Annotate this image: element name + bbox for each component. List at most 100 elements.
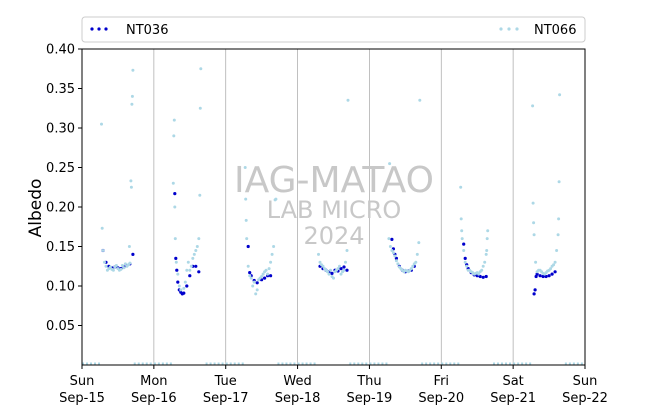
y-tick-label: 0.05 (46, 319, 75, 334)
data-point (391, 251, 395, 255)
x-tick-label-date: Sep-15 (59, 391, 105, 406)
data-point (553, 270, 557, 274)
data-point (129, 179, 133, 183)
data-point (339, 267, 343, 271)
legend-dot (104, 27, 108, 31)
data-point (553, 260, 557, 264)
data-point (480, 268, 484, 272)
data-point (330, 271, 334, 275)
data-point (396, 262, 400, 266)
data-point (481, 275, 485, 279)
data-point (338, 264, 341, 268)
data-point (484, 252, 488, 256)
data-point (332, 276, 335, 280)
data-point (185, 284, 189, 288)
data-point (176, 280, 180, 284)
data-point (533, 288, 537, 292)
data-point (244, 197, 248, 201)
data-point (532, 233, 536, 237)
data-point (558, 93, 562, 97)
x-tick-label-day: Tue (214, 374, 237, 389)
data-point (249, 276, 253, 280)
data-point (108, 265, 112, 269)
data-point (130, 94, 134, 98)
data-point (388, 162, 392, 166)
data-point (411, 264, 415, 268)
data-point (175, 268, 179, 272)
data-point (270, 252, 274, 256)
data-point (274, 197, 278, 201)
data-point (191, 256, 195, 260)
data-point (329, 268, 332, 272)
data-point (544, 274, 548, 279)
x-tick-label-day: Mon (140, 374, 167, 389)
data-point (321, 264, 325, 268)
data-point (248, 274, 252, 278)
data-point (173, 237, 177, 241)
data-point (255, 281, 259, 285)
data-point (174, 260, 178, 264)
data-point (244, 218, 248, 222)
data-point (460, 237, 464, 241)
data-point (182, 286, 186, 290)
data-point (261, 272, 265, 276)
data-point (123, 262, 127, 266)
x-tick-label-date: Sep-17 (203, 391, 249, 406)
data-point (198, 106, 202, 110)
data-point (243, 166, 247, 169)
data-point (100, 122, 103, 126)
legend-dot (90, 27, 94, 31)
data-point (119, 267, 123, 271)
legend-label-nt066: NT066 (534, 23, 576, 38)
data-point (549, 267, 553, 271)
data-point (199, 67, 203, 71)
y-axis-label: Albedo (26, 179, 46, 238)
data-point (188, 274, 192, 278)
data-point (339, 272, 343, 276)
data-point (541, 274, 545, 279)
y-tick-label: 0.40 (46, 43, 75, 58)
data-point (409, 267, 413, 271)
data-point (463, 260, 467, 264)
legend-label-nt036: NT036 (126, 23, 168, 38)
y-tick-label: 0.20 (46, 201, 75, 216)
legend-box (81, 16, 586, 43)
data-point (245, 237, 249, 241)
data-point (481, 264, 485, 268)
data-point (246, 244, 250, 249)
data-point (390, 237, 394, 241)
legend-marker-nt036 (90, 27, 108, 31)
y-tick-label: 0.35 (46, 82, 75, 97)
data-point (346, 98, 350, 102)
watermark-line-2: LAB MICRO (267, 196, 402, 224)
axes: 0.05 0.10 0.15 0.20 0.25 0.30 0.35 0.40 Sun Sep-1… (46, 43, 608, 407)
data-point (269, 274, 273, 278)
data-point (246, 264, 250, 268)
data-point (100, 226, 104, 230)
data-point (342, 265, 346, 269)
data-point (414, 260, 418, 264)
data-point (251, 284, 255, 288)
data-point (173, 205, 177, 209)
data-point (260, 275, 264, 278)
x-tick-label-day: Thu (356, 374, 381, 389)
x-tick-label-date: Sep-21 (490, 391, 536, 406)
data-point (327, 272, 331, 276)
data-point (557, 217, 561, 221)
data-point (255, 288, 259, 292)
watermark: IAG-MATAO LAB MICRO 2024 (234, 160, 434, 250)
data-point (269, 260, 273, 264)
y-tick-label: 0.25 (46, 161, 75, 176)
data-point (547, 274, 551, 278)
data-point (264, 268, 268, 272)
data-point (342, 268, 346, 272)
data-point (534, 260, 538, 264)
data-point (188, 268, 192, 272)
data-point (394, 256, 398, 260)
data-point (555, 249, 559, 252)
data-point (183, 280, 187, 284)
data-point (463, 256, 467, 260)
data-point (194, 249, 198, 252)
data-point (390, 249, 394, 252)
x-tick-label-day: Sat (502, 374, 523, 389)
